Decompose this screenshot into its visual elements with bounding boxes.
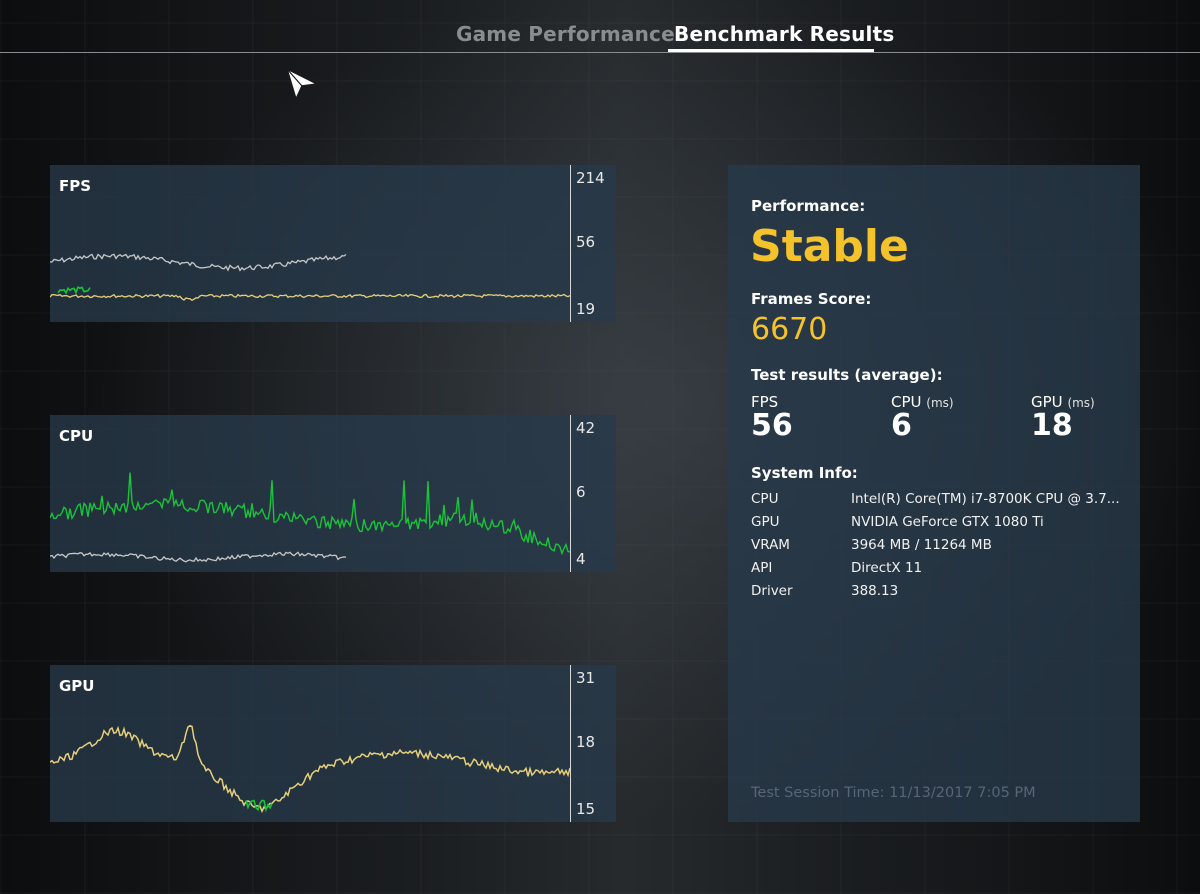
tab-game-performance[interactable]: Game Performance (456, 22, 675, 46)
cpu-tick-min: 4 (576, 550, 586, 568)
frames-score-heading: Frames Score: (751, 290, 872, 308)
cpu-axis: 42 6 4 (570, 415, 616, 572)
stat-gpu-label: GPU (1031, 393, 1063, 411)
tab-bar: Game Performance Benchmark Results (0, 0, 1200, 54)
system-row-vram: VRAM 3964 MB / 11264 MB (751, 537, 1141, 560)
gpu-tick-mid: 18 (576, 733, 596, 751)
session-time: Test Session Time: 11/13/2017 7:05 PM (751, 785, 1036, 801)
gpu-graph-label: GPU (59, 677, 95, 695)
fps-series-green (57, 286, 91, 295)
cpu-graph-plot (50, 472, 570, 563)
active-tab-indicator (668, 49, 874, 52)
fps-graph-label: FPS (59, 177, 92, 195)
stat-gpu-unit: (ms) (1067, 396, 1095, 410)
cpu-tick-mid: 6 (576, 483, 586, 501)
stat-gpu: GPU (ms) 18 (1031, 393, 1095, 443)
fps-series-gray (50, 253, 347, 272)
stat-fps-label: FPS (751, 393, 779, 411)
system-key: CPU (751, 491, 779, 507)
system-key: Driver (751, 583, 793, 599)
system-value: DirectX 11 (851, 560, 923, 576)
fps-tick-max: 214 (576, 169, 605, 187)
gpu-axis: 31 18 15 (570, 665, 616, 822)
fps-tick-min: 19 (576, 300, 596, 318)
fps-graph-plot (50, 253, 570, 301)
stat-cpu: CPU (ms) 6 (891, 393, 954, 443)
system-value: 3964 MB / 11264 MB (851, 537, 992, 553)
fps-tick-mid: 56 (576, 233, 596, 251)
cpu-graph-label: CPU (59, 427, 94, 445)
fps-series-yellow (50, 293, 570, 301)
cpu-tick-max: 42 (576, 419, 596, 437)
results-panel: Performance: Stable Frames Score: 6670 T… (728, 165, 1140, 822)
test-results-heading: Test results (average): (751, 366, 943, 384)
system-info-heading: System Info: (751, 464, 858, 482)
system-row-gpu: GPU NVIDIA GeForce GTX 1080 Ti (751, 514, 1141, 537)
stat-gpu-heading: GPU (ms) (1031, 393, 1095, 411)
system-key: API (751, 560, 773, 576)
gpu-graph: GPU (50, 665, 570, 822)
tab-divider (0, 52, 1200, 53)
gpu-series-yellow (50, 724, 570, 814)
performance-value: Stable (750, 221, 909, 272)
system-key: VRAM (751, 537, 790, 553)
system-key: GPU (751, 514, 780, 530)
gpu-tick-min: 15 (576, 800, 596, 818)
system-row-driver: Driver 388.13 (751, 583, 1141, 606)
stat-cpu-value: 6 (891, 408, 912, 443)
gpu-graph-plot (50, 724, 570, 814)
gpu-tick-max: 31 (576, 669, 596, 687)
system-info-list: CPU Intel(R) Core(TM) i7-8700K CPU @ 3.7… (751, 491, 1141, 606)
tab-benchmark-results[interactable]: Benchmark Results (674, 22, 895, 46)
stat-fps-value: 56 (751, 408, 793, 443)
stat-gpu-value: 18 (1031, 408, 1073, 443)
mouse-cursor-icon (285, 67, 320, 102)
frames-score-value: 6670 (751, 312, 828, 347)
stat-cpu-heading: CPU (ms) (891, 393, 954, 411)
cpu-series-green (50, 472, 570, 556)
stat-cpu-unit: (ms) (926, 396, 954, 410)
stat-cpu-label: CPU (891, 393, 922, 411)
cpu-graph: CPU (50, 415, 570, 572)
system-row-cpu: CPU Intel(R) Core(TM) i7-8700K CPU @ 3.7… (751, 491, 1141, 514)
fps-axis: 214 56 19 (570, 165, 616, 322)
cpu-series-gray (50, 551, 347, 563)
stat-fps: FPS 56 (751, 393, 793, 443)
gpu-series-green (245, 799, 273, 813)
performance-heading: Performance: (751, 197, 866, 215)
system-value: Intel(R) Core(TM) i7-8700K CPU @ 3.7... (851, 491, 1120, 507)
system-value: 388.13 (851, 583, 899, 599)
system-value: NVIDIA GeForce GTX 1080 Ti (851, 514, 1044, 530)
system-row-api: API DirectX 11 (751, 560, 1141, 583)
fps-graph: FPS (50, 165, 570, 322)
